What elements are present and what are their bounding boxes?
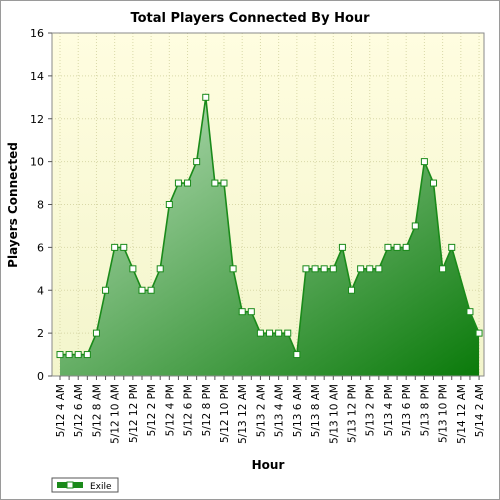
x-axis: 5/12 4 AM 5/12 6 AM 5/12 8 AM 5/12 10 AM 5/1… <box>55 376 486 444</box>
x-tick-label: 5/13 2 AM <box>255 384 267 437</box>
x-tick-label: 5/13 4 PM <box>383 384 395 436</box>
data-point <box>393 243 401 251</box>
x-tick-label: 5/12 10 PM <box>219 384 231 443</box>
data-point <box>138 286 146 294</box>
data-point <box>284 329 292 337</box>
x-tick-label: 5/12 6 AM <box>73 384 85 437</box>
x-tick-label: 5/12 10 AM <box>110 384 122 444</box>
data-point <box>102 286 110 294</box>
data-point <box>229 265 237 273</box>
data-point <box>402 243 410 251</box>
data-point <box>311 265 319 273</box>
data-point <box>174 179 182 187</box>
x-tick-label: 5/12 4 AM <box>55 384 67 437</box>
data-point <box>247 308 255 316</box>
data-point <box>338 243 346 251</box>
y-tick-label: 4 <box>37 284 44 297</box>
chart-title: Total Players Connected By Hour <box>130 11 370 26</box>
x-tick-label: 5/13 6 AM <box>292 384 304 437</box>
data-point <box>439 265 447 273</box>
y-tick-label: 12 <box>30 113 44 126</box>
data-point <box>211 179 219 187</box>
data-point <box>329 265 337 273</box>
data-point <box>430 179 438 187</box>
x-tick-label: 5/13 10 PM <box>438 384 450 443</box>
data-point <box>65 351 73 359</box>
legend: Exile <box>51 477 119 493</box>
x-tick-label: 5/14 12 AM <box>456 384 468 444</box>
data-point <box>74 351 82 359</box>
data-point <box>147 286 155 294</box>
y-axis: 0 2 4 6 8 10 12 14 16 <box>30 27 52 383</box>
data-point <box>83 351 91 359</box>
data-point <box>165 201 173 208</box>
y-tick-label: 10 <box>30 156 44 169</box>
x-tick-label: 5/13 8 PM <box>419 384 431 436</box>
data-point <box>357 265 365 273</box>
data-point <box>92 329 100 337</box>
data-point <box>320 265 328 273</box>
data-point <box>184 179 192 187</box>
y-tick-label: 8 <box>37 199 44 212</box>
data-point <box>293 351 301 359</box>
data-point <box>475 329 483 337</box>
series-points <box>56 93 483 359</box>
y-tick-label: 2 <box>37 327 44 340</box>
data-point <box>275 329 283 337</box>
data-point <box>302 265 310 273</box>
x-tick-label: 5/14 2 AM <box>474 384 486 437</box>
legend-series-label: Exile <box>90 482 112 492</box>
x-tick-label: 5/13 12 AM <box>237 384 249 444</box>
y-axis-title: Players Connected <box>6 142 20 268</box>
data-point <box>56 351 64 359</box>
data-point <box>202 93 210 101</box>
data-point <box>120 243 128 251</box>
x-tick-label: 5/12 6 PM <box>183 384 195 436</box>
x-tick-label: 5/12 12 PM <box>128 384 140 443</box>
x-tick-label: 5/13 12 PM <box>347 384 359 443</box>
x-tick-label: 5/13 2 PM <box>365 384 377 436</box>
x-tick-label: 5/12 4 PM <box>164 384 176 436</box>
data-point <box>348 286 356 294</box>
x-tick-label: 5/13 6 PM <box>401 384 413 436</box>
data-point <box>384 243 392 251</box>
x-axis-title: Hour <box>252 458 285 472</box>
legend-marker-icon <box>66 481 74 489</box>
data-point <box>193 158 201 166</box>
data-point <box>375 265 383 273</box>
x-tick-label: 5/13 10 AM <box>328 384 340 444</box>
data-point <box>366 265 374 273</box>
data-point <box>256 329 264 337</box>
data-point <box>238 308 246 316</box>
series-area <box>60 97 480 376</box>
series-line <box>60 97 480 358</box>
data-point <box>129 265 137 273</box>
y-tick-label: 0 <box>37 370 44 383</box>
x-tick-label: 5/12 8 AM <box>91 384 103 437</box>
x-tick-label: 5/12 2 PM <box>146 384 158 436</box>
data-point <box>266 329 274 337</box>
x-tick-label: 5/13 4 AM <box>274 384 286 437</box>
x-tick-label: 5/12 8 PM <box>201 384 213 436</box>
y-tick-label: 14 <box>30 70 44 83</box>
data-point <box>111 243 119 251</box>
data-point <box>420 158 428 166</box>
data-point <box>466 308 474 316</box>
series-area-fill <box>60 97 480 376</box>
data-point <box>411 222 419 230</box>
data-point <box>220 179 228 187</box>
y-tick-label: 6 <box>37 241 44 254</box>
y-tick-label: 16 <box>30 27 44 40</box>
data-point <box>156 265 164 273</box>
data-point <box>448 243 456 251</box>
x-tick-label: 5/13 8 AM <box>310 384 322 437</box>
